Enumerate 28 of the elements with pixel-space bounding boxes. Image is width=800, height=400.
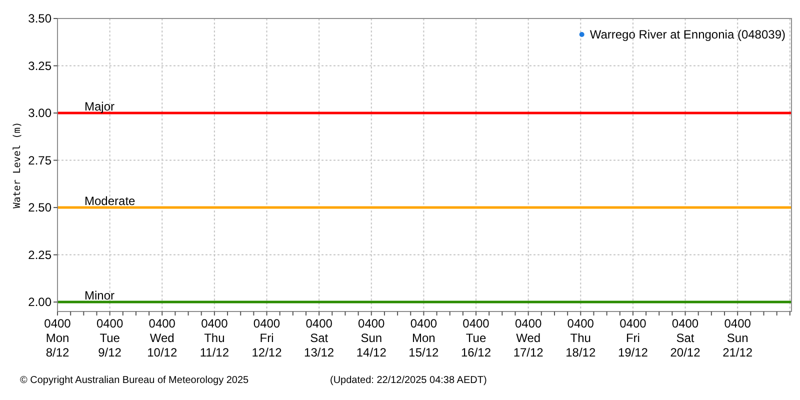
x-tick-label: 0400 Thu 18/12 xyxy=(566,316,596,360)
x-tick-label: 0400 Sun 14/12 xyxy=(356,316,387,360)
y-axis-title: Water Level (m) xyxy=(12,122,23,208)
legend-label: Warrego River at Enngonia (048039) xyxy=(590,28,786,42)
x-tick-label: 0400 Tue 16/12 xyxy=(461,316,492,360)
ref-line-label: Minor xyxy=(84,288,115,303)
ref-line-label: Major xyxy=(84,100,115,114)
x-tick-label: 0400 Fri 12/12 xyxy=(252,316,282,360)
x-tick-label: 0400 Tue 9/12 xyxy=(96,316,124,360)
text: © Copyright Australian Bureau of Meteorology 2025 xyxy=(20,375,250,386)
text: (Updated: 22/12/2025 04:38 AEDT) xyxy=(330,375,487,386)
x-tick-label: 0400 Wed 10/12 xyxy=(147,316,178,360)
y-tick-label: 3.25 xyxy=(28,58,52,73)
y-tick-label: 2.25 xyxy=(28,248,52,262)
x-tick-label: 0400 Fri 19/12 xyxy=(618,316,648,360)
y-tick-label: 2.50 xyxy=(28,200,52,215)
x-tick-label: 0400 Sat 20/12 xyxy=(670,316,701,360)
x-tick-label: 0400 Mon 15/12 xyxy=(408,316,440,360)
y-tick-label: 3.50 xyxy=(28,12,52,26)
x-tick-label: 0400 Sat 13/12 xyxy=(304,316,334,360)
y-tick-label: 2.00 xyxy=(28,295,52,310)
y-tick-label: 3.00 xyxy=(28,106,52,120)
y-tick-label: 2.75 xyxy=(28,153,52,168)
ref-line-label: Moderate xyxy=(84,194,136,208)
x-tick-label: 0400 Mon 8/12 xyxy=(44,316,72,360)
x-tick-label: 0400 Wed 17/12 xyxy=(513,316,544,360)
x-tick-label: 0400 Thu 11/12 xyxy=(200,316,230,360)
x-tick-label: 0400 Sun 21/12 xyxy=(722,316,753,360)
